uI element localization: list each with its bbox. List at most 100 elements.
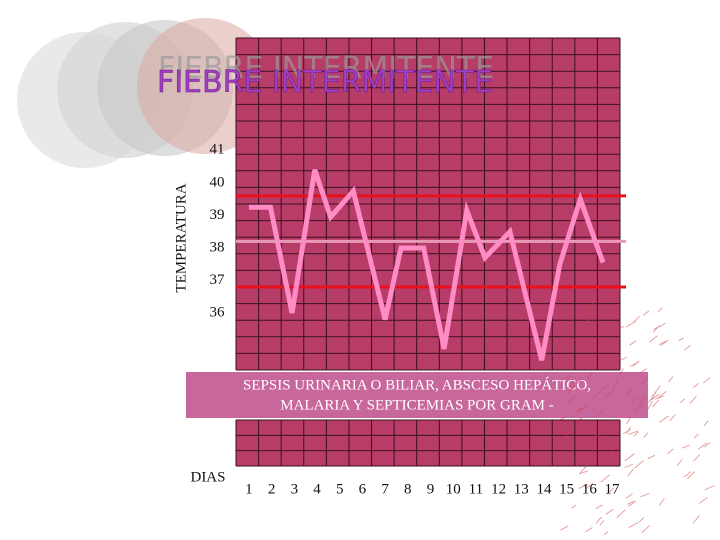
scratch: [625, 493, 633, 499]
annotation-box: [186, 372, 648, 418]
scratch: [629, 340, 637, 346]
scratch: [560, 525, 569, 531]
scratch: [604, 390, 615, 398]
y-axis-label: TEMPERATURA: [173, 183, 189, 292]
scratch: [657, 307, 663, 313]
scratch: [641, 377, 648, 385]
scratch: [667, 448, 674, 455]
scratch: [605, 508, 614, 515]
scratch: [595, 504, 603, 510]
x-tick-label: 15: [559, 481, 574, 497]
scratch: [567, 381, 575, 390]
scratch: [627, 500, 635, 505]
x-tick-label: 9: [427, 481, 435, 497]
x-tick-label: 17: [605, 481, 621, 497]
scratch: [692, 515, 700, 524]
scratch: [571, 504, 577, 509]
scratch: [648, 395, 655, 403]
decor-scratches: [559, 302, 715, 535]
scratch: [627, 468, 635, 477]
scratch: [704, 485, 715, 491]
x-tick-label: 14: [536, 481, 552, 497]
scratch: [601, 434, 607, 442]
scratch: [578, 483, 589, 489]
scratch: [584, 302, 595, 311]
scratch: [703, 377, 711, 384]
scratch: [599, 520, 605, 526]
scratch: [592, 391, 601, 399]
scratch: [626, 416, 632, 425]
scratch: [609, 309, 615, 317]
scratch: [595, 516, 602, 524]
scratch: [704, 442, 711, 448]
scratch: [601, 385, 608, 390]
scratch: [576, 378, 582, 385]
scratch: [651, 392, 657, 397]
scratch: [600, 474, 610, 483]
scratch: [647, 454, 656, 460]
title-shadow: FIEBRE INTERMITENTE: [158, 51, 494, 86]
scratch: [649, 335, 658, 343]
scratch: [689, 395, 697, 404]
x-tick-label: 11: [469, 481, 483, 497]
scratch: [579, 464, 588, 474]
scratch: [640, 492, 650, 498]
x-tick-label: 4: [313, 481, 321, 497]
scratch: [626, 426, 631, 434]
scratch: [653, 325, 661, 330]
x-tick-label: 10: [446, 481, 461, 497]
scratch: [562, 376, 571, 381]
scratch: [586, 313, 597, 322]
scratch: [587, 372, 593, 379]
scratch: [606, 487, 614, 495]
scratch: [697, 442, 708, 450]
scratch: [585, 482, 594, 490]
x-tick-label: 5: [336, 481, 344, 497]
annotation: MALARIA Y SEPTICEMIAS POR GRAM -: [280, 397, 554, 413]
scratch: [652, 327, 658, 333]
scratch: [571, 337, 578, 343]
scratch: [578, 470, 589, 475]
scratch: [561, 360, 568, 366]
scratch: [683, 471, 692, 478]
scratch: [603, 531, 609, 535]
scratch: [580, 356, 588, 361]
scratch: [585, 527, 593, 533]
x-tick-label: 6: [359, 481, 367, 497]
y-tick-label: 36: [210, 304, 226, 320]
scratch: [628, 500, 637, 507]
scratch: [577, 405, 588, 411]
y-tick-label: 41: [210, 142, 225, 158]
scratch: [693, 433, 699, 439]
scratch: [658, 498, 665, 506]
scratch: [628, 522, 639, 528]
scratch: [611, 446, 617, 453]
x-tick-label: 8: [404, 481, 412, 497]
y-tick-label: 38: [210, 239, 225, 255]
scratch: [669, 414, 676, 421]
scratch: [641, 525, 650, 534]
scratch: [624, 453, 635, 462]
scratch: [624, 463, 634, 469]
annotation: SEPSIS URINARIA O BILIAR, ABSCESO HEPÁTI…: [243, 376, 591, 393]
scratch: [654, 385, 661, 394]
scratch: [631, 396, 637, 404]
scratch: [698, 497, 708, 504]
temperature-line: [248, 169, 606, 361]
scratch: [587, 451, 594, 459]
scratch: [579, 305, 589, 314]
scratch: [622, 429, 632, 435]
scratch: [635, 402, 645, 411]
x-tick-label: 16: [582, 481, 598, 497]
scratch: [593, 433, 602, 438]
scratch: [703, 420, 709, 427]
scratch: [650, 393, 660, 401]
scratch: [566, 396, 576, 404]
scratch: [633, 431, 639, 437]
scratch: [634, 460, 644, 469]
scratch: [684, 344, 691, 351]
scratch: [651, 399, 660, 408]
scratch: [682, 444, 690, 449]
x-tick-label: 1: [245, 481, 253, 497]
x-axis-label: DIAS: [190, 469, 225, 485]
